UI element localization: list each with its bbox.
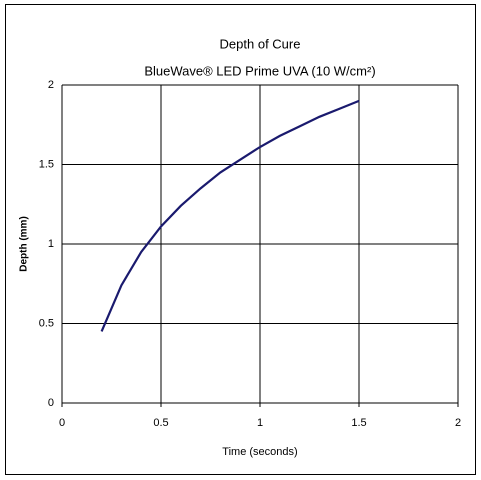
x-tick-label: 1	[257, 417, 263, 429]
y-axis-label: Depth (mm)	[19, 216, 30, 272]
x-tick-label: 0	[59, 417, 65, 429]
y-tick-label: 1.5	[39, 158, 54, 170]
x-axis-label: Time (seconds)	[222, 446, 297, 458]
line-series	[100, 99, 360, 332]
x-tick-label: 2	[455, 417, 461, 429]
chart-title: Depth of Cure	[220, 36, 301, 51]
x-tick-label: 0.5	[153, 417, 168, 429]
y-tick-label: 1	[48, 238, 54, 250]
x-tick-label: 1.5	[351, 417, 366, 429]
y-tick-label: 0	[48, 397, 54, 409]
y-tick-label: 2	[48, 79, 54, 91]
chart-subtitle: BlueWave® LED Prime UVA (10 W/cm²)	[144, 63, 375, 78]
y-tick-label: 0.5	[39, 317, 54, 329]
chart-frame	[5, 4, 476, 475]
